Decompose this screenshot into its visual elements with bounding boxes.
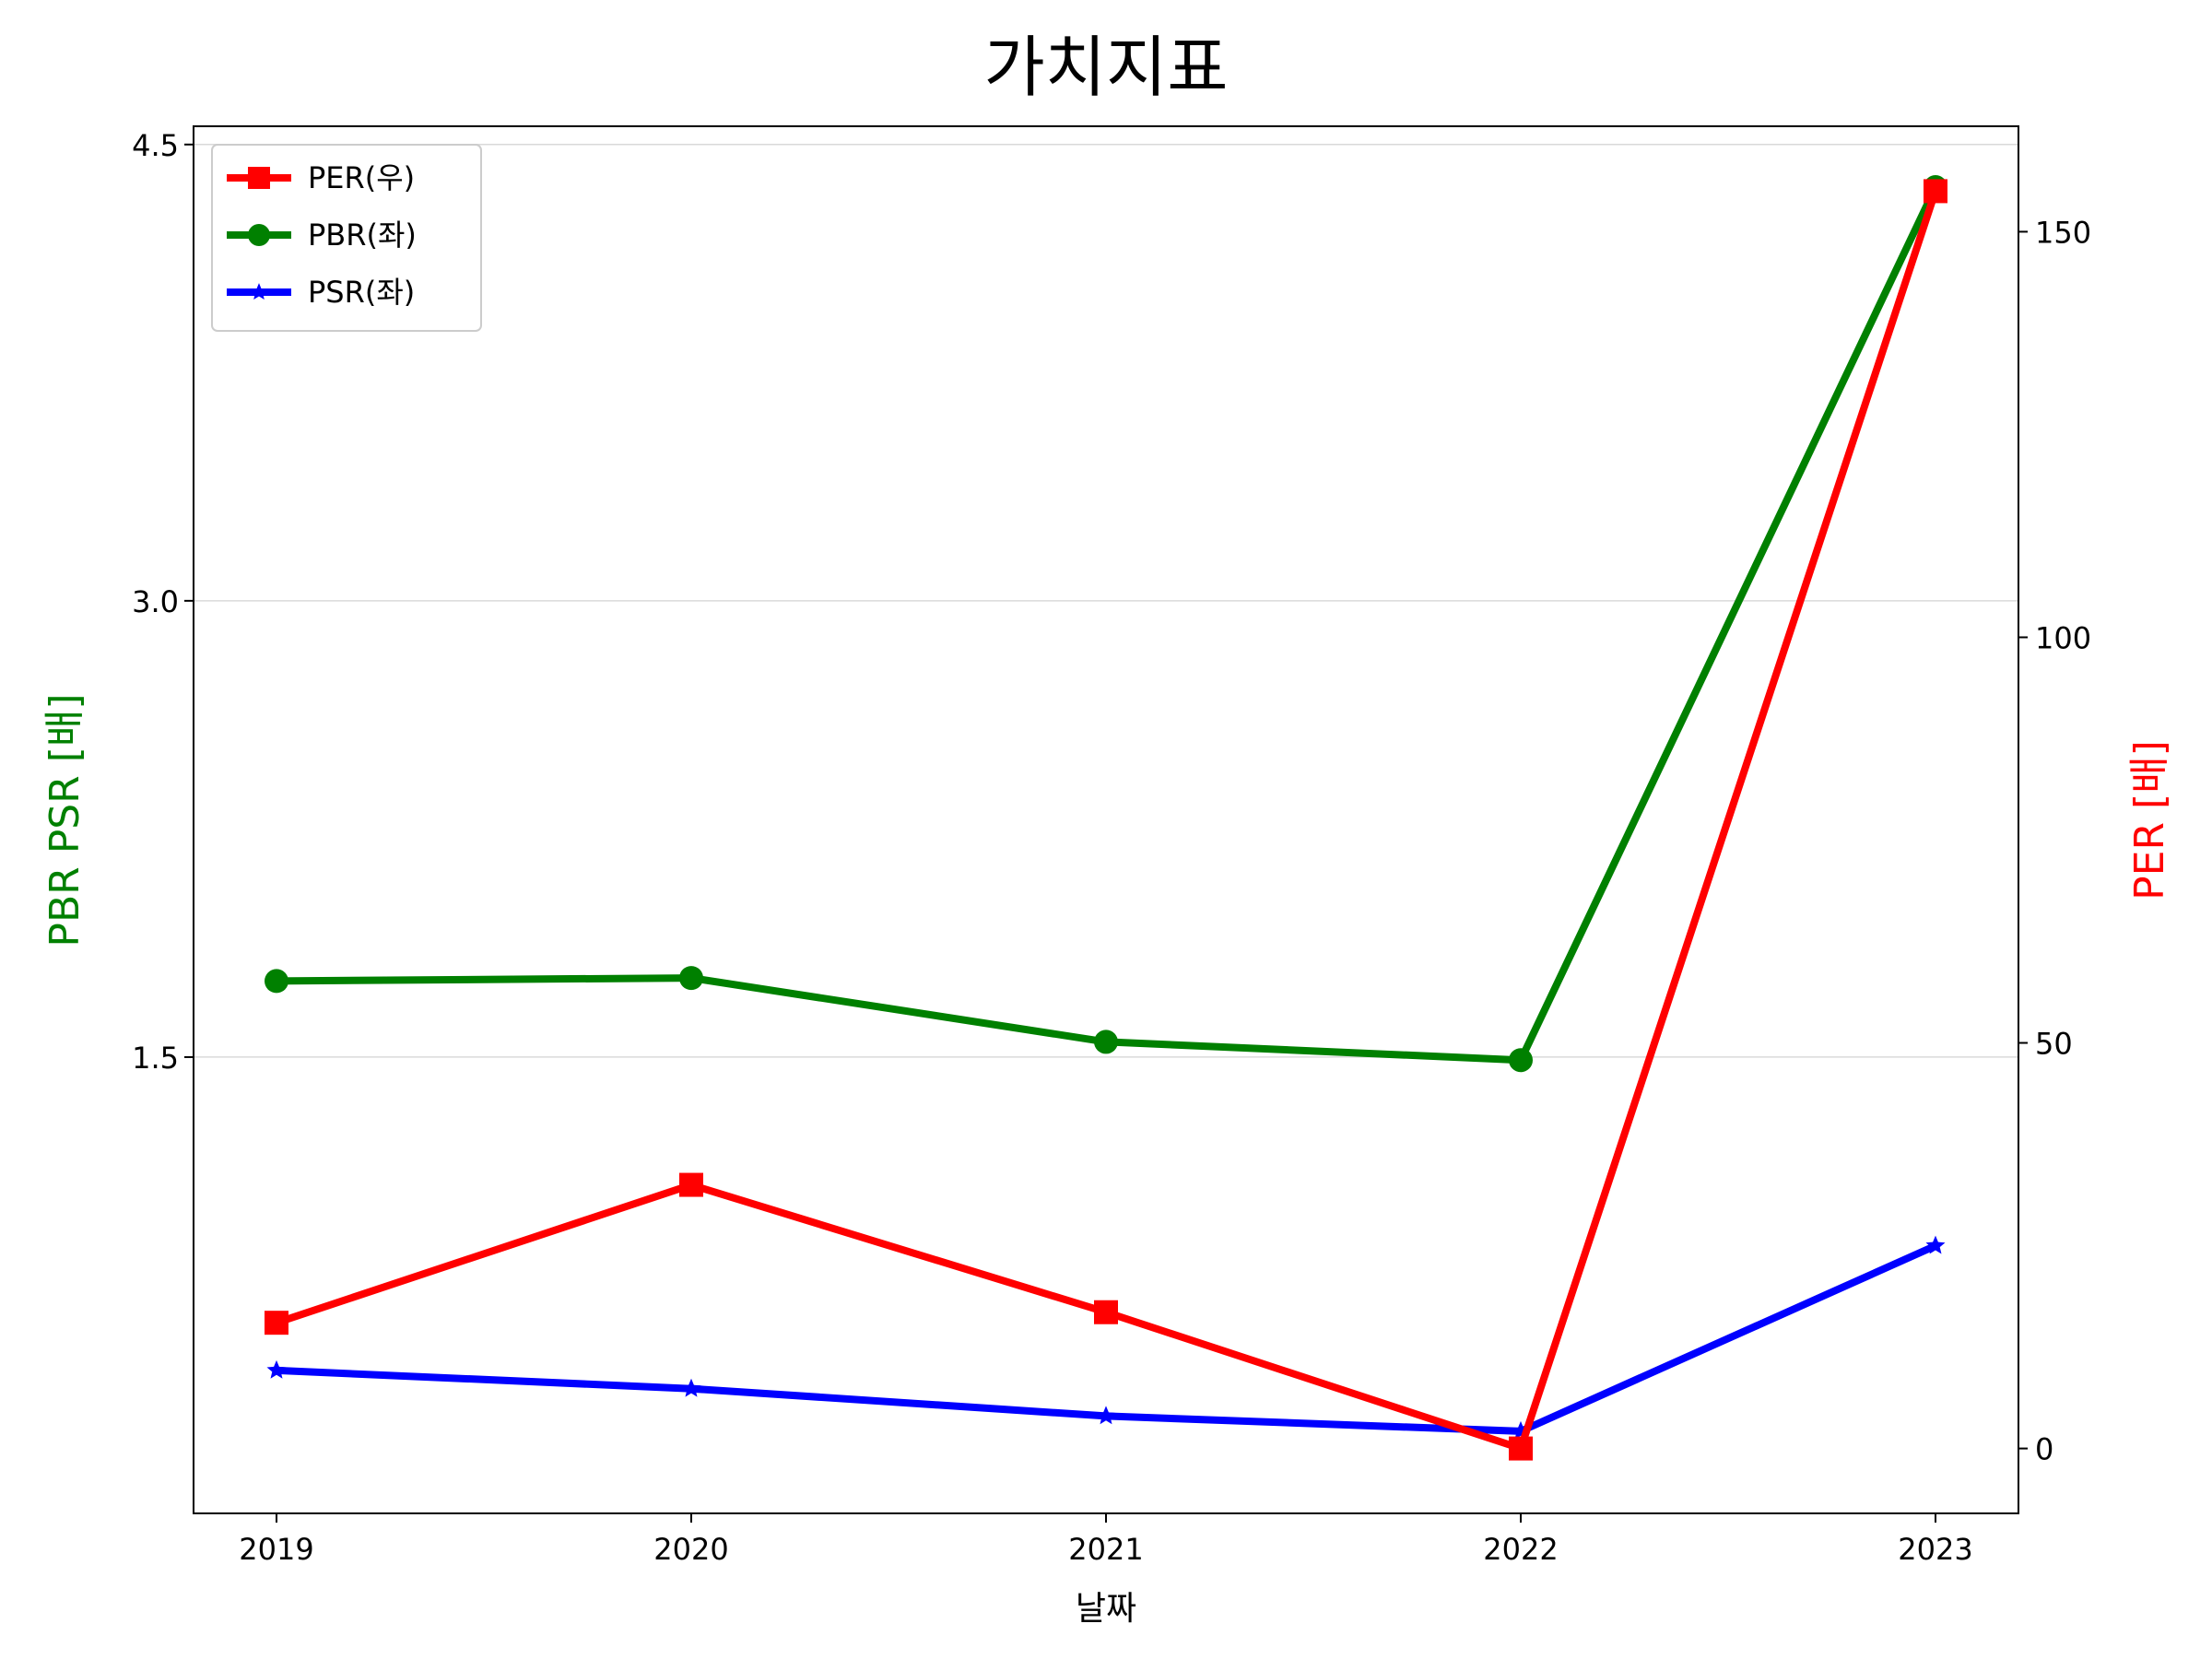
grid-lines [194,144,2018,1058]
legend-label: PBR(좌) [308,218,417,253]
legend-label: PSR(좌) [308,275,415,310]
legend-marker [250,283,268,300]
left-tick-label: 4.5 [132,128,179,163]
data-point [1509,1436,1533,1461]
left-tick-label: 1.5 [132,1041,179,1076]
data-point [265,969,288,994]
right-tick-label: 50 [2035,1027,2073,1062]
x-tick-label: 2021 [1068,1532,1143,1567]
data-point [266,1359,287,1379]
series-layer [265,175,1947,1461]
x-axis: 2019 2020 2021 2022 2023 [239,1513,1973,1567]
right-tick-label: 100 [2035,620,2091,655]
data-point [1094,1030,1118,1054]
legend-item: PER(우) [227,160,415,195]
data-point [1509,1048,1533,1073]
series-line [276,185,1939,1065]
data-point [265,1311,288,1335]
left-y-axis-label: PBR PSR [배] [41,693,88,947]
right-tick-label: 150 [2035,215,2091,250]
legend-item: PBR(좌) [227,218,417,253]
legend: PER(우) PBR(좌) PSR(좌) [211,144,482,332]
x-tick-label: 2019 [239,1532,313,1567]
x-tick-label: 2020 [653,1532,728,1567]
data-point [1925,1235,1946,1254]
right-y-axis: 0 50 100 150 [2018,215,2091,1467]
x-tick-label: 2022 [1483,1532,1558,1567]
left-y-axis: 1.5 3.0 4.5 [132,128,194,1076]
data-point [1924,179,1947,204]
x-tick-label: 2023 [1898,1532,1972,1567]
legend-label: PER(우) [308,160,415,195]
series-square [265,179,1947,1461]
legend-marker [248,167,270,189]
right-y-axis-label: PER [배] [2126,740,2173,900]
series-line [276,1241,1937,1435]
data-point [679,1172,703,1197]
legend-box [211,144,482,332]
data-point [1094,1300,1118,1324]
series-circle [265,175,1947,1073]
legend-marker [248,224,270,246]
x-axis-label: 날짜 [1076,1590,1136,1628]
series-line [275,190,1939,1453]
data-point [681,1378,701,1397]
legend-item: PSR(좌) [227,275,415,310]
series-star [266,1235,1946,1440]
data-point [1096,1406,1116,1425]
chart-title: 가치지표 [984,29,1229,106]
right-tick-label: 0 [2035,1432,2053,1467]
data-point [679,966,703,991]
left-tick-label: 3.0 [132,584,179,619]
